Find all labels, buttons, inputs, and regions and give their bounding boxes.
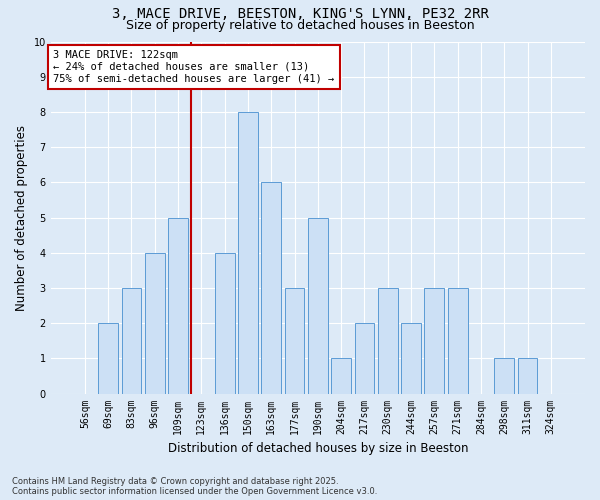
- Text: Contains HM Land Registry data © Crown copyright and database right 2025.
Contai: Contains HM Land Registry data © Crown c…: [12, 476, 377, 496]
- Bar: [262, 182, 281, 394]
- Bar: [401, 323, 421, 394]
- Bar: [331, 358, 351, 394]
- Bar: [355, 323, 374, 394]
- Bar: [308, 218, 328, 394]
- Bar: [424, 288, 444, 394]
- Bar: [168, 218, 188, 394]
- Bar: [122, 288, 142, 394]
- Text: Size of property relative to detached houses in Beeston: Size of property relative to detached ho…: [125, 19, 475, 32]
- Bar: [145, 252, 164, 394]
- X-axis label: Distribution of detached houses by size in Beeston: Distribution of detached houses by size …: [167, 442, 468, 455]
- Bar: [518, 358, 538, 394]
- Bar: [284, 288, 304, 394]
- Bar: [98, 323, 118, 394]
- Text: 3 MACE DRIVE: 122sqm
← 24% of detached houses are smaller (13)
75% of semi-detac: 3 MACE DRIVE: 122sqm ← 24% of detached h…: [53, 50, 335, 84]
- Bar: [448, 288, 467, 394]
- Text: 3, MACE DRIVE, BEESTON, KING'S LYNN, PE32 2RR: 3, MACE DRIVE, BEESTON, KING'S LYNN, PE3…: [112, 8, 488, 22]
- Bar: [215, 252, 235, 394]
- Bar: [238, 112, 258, 394]
- Bar: [494, 358, 514, 394]
- Y-axis label: Number of detached properties: Number of detached properties: [15, 124, 28, 310]
- Bar: [378, 288, 398, 394]
